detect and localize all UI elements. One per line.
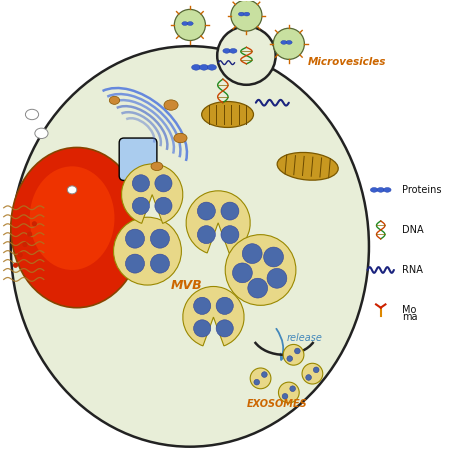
Circle shape xyxy=(217,27,276,85)
Circle shape xyxy=(250,368,271,389)
Text: ma: ma xyxy=(402,312,418,322)
Ellipse shape xyxy=(229,48,237,53)
Text: Mo: Mo xyxy=(402,305,416,315)
Ellipse shape xyxy=(151,162,163,171)
Circle shape xyxy=(155,175,172,192)
Ellipse shape xyxy=(187,22,193,26)
Circle shape xyxy=(290,386,295,392)
Circle shape xyxy=(254,379,260,385)
Circle shape xyxy=(18,253,22,257)
Circle shape xyxy=(313,367,319,373)
Circle shape xyxy=(174,9,205,40)
Ellipse shape xyxy=(35,128,48,138)
Circle shape xyxy=(294,348,300,354)
Circle shape xyxy=(282,393,288,399)
Ellipse shape xyxy=(11,46,369,447)
Ellipse shape xyxy=(182,22,188,26)
Ellipse shape xyxy=(67,186,77,194)
Wedge shape xyxy=(183,286,244,346)
Circle shape xyxy=(225,235,296,305)
Circle shape xyxy=(283,345,304,365)
Ellipse shape xyxy=(208,64,217,70)
Circle shape xyxy=(306,374,311,380)
Circle shape xyxy=(278,382,299,403)
Ellipse shape xyxy=(286,40,292,44)
Ellipse shape xyxy=(164,100,178,110)
Circle shape xyxy=(197,202,215,220)
Ellipse shape xyxy=(109,96,119,104)
Circle shape xyxy=(216,297,233,314)
Ellipse shape xyxy=(223,48,230,53)
Circle shape xyxy=(126,229,145,248)
Circle shape xyxy=(132,197,149,214)
Ellipse shape xyxy=(383,188,391,192)
Circle shape xyxy=(33,222,36,226)
Circle shape xyxy=(248,278,268,298)
Circle shape xyxy=(126,254,145,273)
Text: Proteins: Proteins xyxy=(402,185,441,195)
Ellipse shape xyxy=(201,101,254,128)
Ellipse shape xyxy=(30,166,115,270)
Ellipse shape xyxy=(191,64,201,70)
Circle shape xyxy=(242,244,262,264)
Circle shape xyxy=(193,297,211,314)
Ellipse shape xyxy=(174,133,187,143)
Circle shape xyxy=(193,320,211,337)
Ellipse shape xyxy=(200,64,209,70)
Circle shape xyxy=(23,243,27,246)
Circle shape xyxy=(273,28,304,59)
Circle shape xyxy=(267,268,287,288)
Text: Microvesicles: Microvesicles xyxy=(308,57,386,67)
Text: EXOSOMES: EXOSOMES xyxy=(247,399,307,409)
Circle shape xyxy=(302,363,323,384)
Circle shape xyxy=(150,254,169,273)
Circle shape xyxy=(264,247,283,267)
Circle shape xyxy=(28,232,32,236)
Ellipse shape xyxy=(26,109,38,119)
Ellipse shape xyxy=(281,40,287,44)
Circle shape xyxy=(197,226,215,244)
Circle shape xyxy=(221,202,239,220)
Ellipse shape xyxy=(238,12,245,16)
Text: release: release xyxy=(286,333,322,343)
Circle shape xyxy=(221,226,239,244)
FancyBboxPatch shape xyxy=(119,138,157,181)
Circle shape xyxy=(155,197,172,214)
Circle shape xyxy=(132,175,149,192)
Circle shape xyxy=(114,217,182,285)
Wedge shape xyxy=(121,164,183,223)
Ellipse shape xyxy=(377,188,384,192)
Circle shape xyxy=(150,229,169,248)
Ellipse shape xyxy=(11,147,143,308)
Ellipse shape xyxy=(277,153,338,180)
Circle shape xyxy=(216,320,233,337)
Wedge shape xyxy=(186,191,250,253)
Circle shape xyxy=(287,356,292,362)
Circle shape xyxy=(262,372,267,377)
Circle shape xyxy=(231,0,262,31)
Ellipse shape xyxy=(370,188,378,192)
Ellipse shape xyxy=(244,12,250,16)
Circle shape xyxy=(233,263,252,283)
Text: RNA: RNA xyxy=(402,265,423,275)
Circle shape xyxy=(14,264,18,267)
Text: MVB: MVB xyxy=(171,279,203,292)
Text: DNA: DNA xyxy=(402,225,424,235)
